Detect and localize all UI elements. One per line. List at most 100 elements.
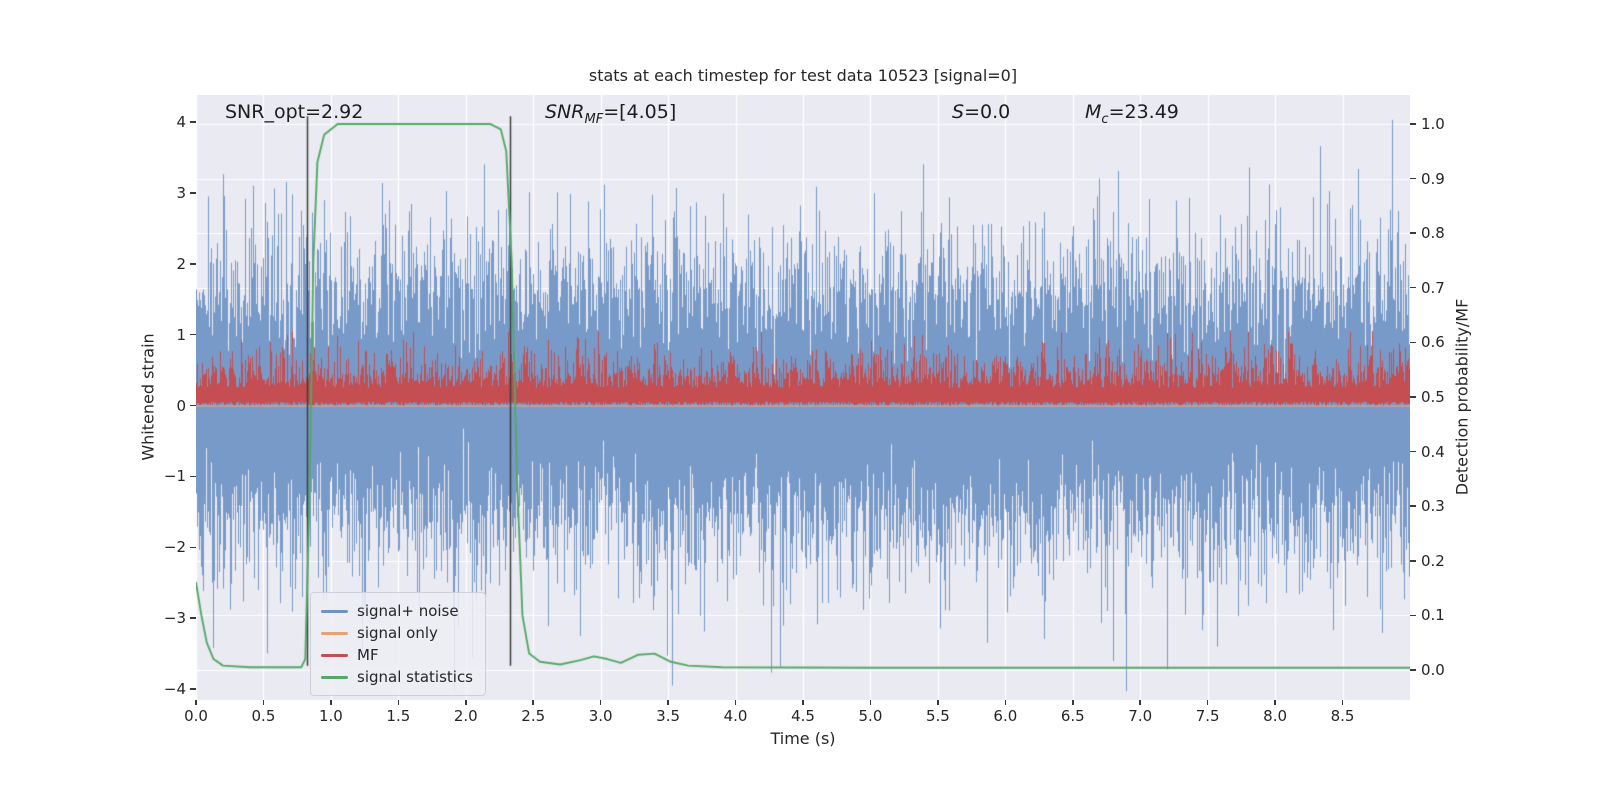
x-tick-mark — [465, 700, 467, 705]
legend-item: signal+ noise — [321, 600, 473, 622]
y-right-tick-label: 1.0 — [1421, 114, 1445, 133]
x-tick-label: 5.5 — [925, 707, 950, 725]
legend-swatch-icon — [321, 631, 348, 635]
x-tick-label: 7.5 — [1195, 707, 1220, 725]
legend-item: signal only — [321, 622, 473, 644]
x-tick-mark — [532, 700, 534, 705]
y-right-tick-mark — [1410, 286, 1416, 289]
y-right-tick-mark — [1410, 341, 1416, 344]
annotation-snr-mf-post: =[4.05] — [603, 101, 677, 123]
y-left-tick-label: 0 — [176, 396, 186, 415]
x-tick-mark — [1341, 700, 1344, 705]
x-tick-mark — [1139, 700, 1141, 705]
x-tick-label: 5.0 — [858, 707, 883, 725]
x-tick-label: 6.0 — [993, 707, 1018, 725]
axis-label-left: Whitened strain — [138, 333, 158, 461]
x-tick-label: 4.5 — [791, 707, 815, 725]
x-tick-mark — [262, 700, 265, 705]
legend-swatch-icon — [321, 675, 348, 679]
chart-title: stats at each timestep for test data 105… — [588, 66, 1018, 85]
x-tick-mark — [869, 700, 872, 705]
x-tick-label: 7.0 — [1128, 707, 1153, 725]
y-left-tick-mark — [190, 192, 196, 194]
x-tick-mark — [1274, 700, 1276, 705]
y-left-tick-label: 1 — [176, 325, 186, 344]
y-right-tick-label: 0.6 — [1421, 333, 1445, 352]
legend-item: signal statistics — [321, 666, 473, 688]
legend-label: signal only — [357, 624, 438, 642]
x-tick-label: 8.5 — [1330, 707, 1355, 725]
y-left-tick-label: −2 — [163, 538, 186, 557]
x-tick-label: 4.0 — [723, 707, 748, 725]
x-tick-label: 3.0 — [588, 707, 613, 725]
axis-label-right: Detection probability/MF — [1452, 298, 1472, 496]
y-left-tick-label: 4 — [176, 113, 186, 131]
legend-item: MF — [321, 644, 473, 666]
annotation-snr-opt: SNR_opt=2.92 — [225, 101, 363, 123]
y-right-tick-mark — [1410, 560, 1416, 562]
x-tick-label: 8.0 — [1263, 707, 1288, 725]
y-right-tick-label: 0.2 — [1421, 551, 1445, 570]
x-tick-mark — [195, 700, 197, 705]
x-tick-mark — [937, 700, 939, 705]
y-left-tick-label: −3 — [163, 609, 186, 628]
x-tick-label: 2.0 — [453, 707, 478, 725]
y-left-tick-mark — [190, 121, 196, 123]
y-right-tick-mark — [1410, 669, 1416, 671]
x-tick-mark — [599, 700, 602, 705]
x-tick-mark — [1072, 700, 1074, 705]
y-right-tick-label: 0.4 — [1421, 442, 1445, 461]
legend-label: signal+ noise — [357, 602, 459, 620]
x-tick-label: 0.5 — [251, 707, 276, 725]
annotation-snr-mf: SNRMF=[4.05] — [545, 101, 676, 127]
annotation-s-post: =0.0 — [964, 101, 1011, 123]
legend-swatch-icon — [321, 609, 348, 613]
annotation-snr-opt-text: SNR_opt=2.92 — [225, 101, 364, 123]
y-right-tick-mark — [1410, 232, 1416, 234]
annotation-snr-mf-sub: MF — [584, 111, 604, 127]
plot-area: SNR_opt=2.92 SNRMF=[4.05] S=0.0 Mc=23.49… — [196, 95, 1410, 700]
x-tick-label: 1.5 — [386, 707, 411, 725]
y-right-tick-mark — [1410, 505, 1416, 507]
y-right-tick-label: 0.7 — [1421, 278, 1445, 297]
y-left-tick-mark — [190, 617, 196, 619]
x-tick-label: 0.0 — [184, 707, 208, 725]
y-right-tick-label: 0.8 — [1421, 224, 1445, 243]
x-tick-mark — [330, 700, 332, 705]
y-right-tick-label: 0.1 — [1421, 606, 1445, 625]
x-tick-mark — [802, 700, 804, 705]
y-left-tick-label: −4 — [163, 680, 186, 698]
y-left-tick-mark — [190, 475, 196, 478]
y-right-tick-mark — [1410, 123, 1416, 125]
annotation-mc-pre: M — [1085, 101, 1102, 123]
y-right-tick-mark — [1410, 450, 1416, 453]
legend-label: signal statistics — [357, 668, 474, 686]
y-left-tick-mark — [190, 404, 196, 407]
y-right-tick-label: 0.9 — [1421, 169, 1445, 188]
legend-label: MF — [357, 646, 379, 664]
y-left-tick-label: −1 — [163, 467, 186, 486]
y-left-tick-mark — [190, 546, 196, 548]
annotation-mc: Mc=23.49 — [1085, 101, 1179, 127]
legend: signal+ noise signal only MF signal statist… — [310, 592, 487, 696]
x-tick-label: 2.5 — [521, 707, 546, 725]
annotation-snr-mf-pre: SNR — [545, 101, 585, 123]
x-tick-mark — [1206, 700, 1209, 705]
y-left-tick-mark — [190, 263, 196, 265]
annotation-s: S=0.0 — [952, 101, 1010, 123]
y-right-tick-mark — [1410, 614, 1416, 617]
x-tick-label: 3.5 — [656, 707, 681, 725]
x-tick-label: 1.0 — [318, 707, 343, 725]
x-tick-mark — [1004, 700, 1007, 705]
y-right-tick-label: 0.3 — [1421, 497, 1445, 516]
legend-swatch-icon — [321, 653, 348, 657]
y-left-tick-label: 3 — [176, 183, 186, 202]
annotation-mc-post: =23.49 — [1108, 101, 1179, 123]
y-right-tick-mark — [1410, 396, 1416, 398]
axis-label-x: Time (s) — [770, 729, 836, 748]
y-right-tick-label: 0.0 — [1421, 660, 1445, 679]
x-tick-mark — [734, 700, 737, 705]
y-right-tick-label: 0.5 — [1421, 387, 1445, 406]
y-left-tick-mark — [190, 688, 196, 690]
